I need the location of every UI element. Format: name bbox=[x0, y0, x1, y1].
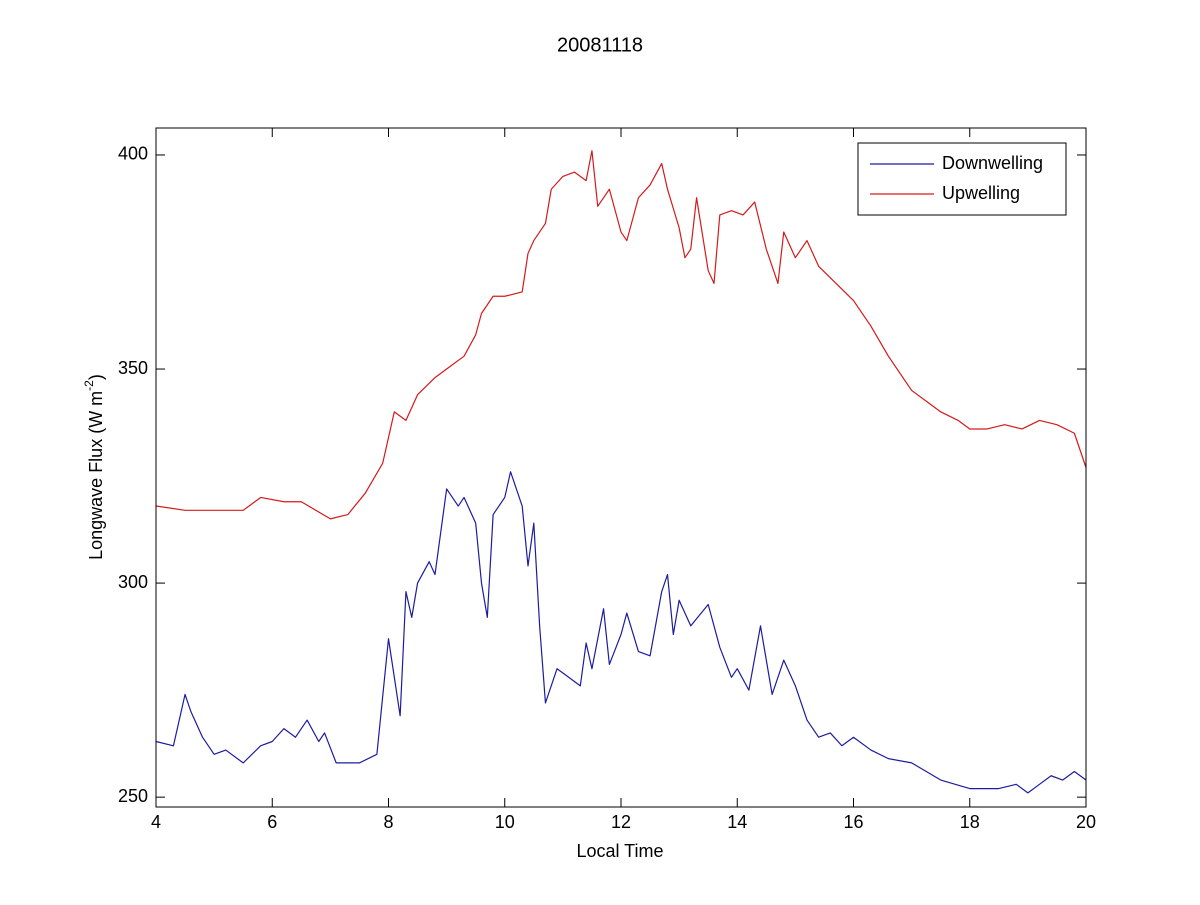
legend-box bbox=[857, 142, 1067, 216]
data-line bbox=[155, 150, 1087, 520]
x-tick-label: 14 bbox=[727, 812, 747, 832]
y-tick-label: 350 bbox=[118, 358, 148, 378]
y-axis-label-suffix: ) bbox=[86, 374, 106, 380]
plot-area bbox=[156, 128, 1086, 807]
x-tick-label: 18 bbox=[960, 812, 980, 832]
y-axis-label: Longwave Flux (W m-2) bbox=[82, 374, 106, 560]
plot-frame bbox=[155, 127, 1087, 808]
chart-title: 20081118 bbox=[557, 34, 643, 56]
data-line bbox=[155, 471, 1087, 794]
y-tick-label: 400 bbox=[118, 144, 148, 164]
x-axis-label: Local Time bbox=[576, 841, 663, 861]
x-tick-label: 10 bbox=[495, 812, 515, 832]
x-tick-label: 12 bbox=[611, 812, 631, 832]
x-tick-label: 4 bbox=[151, 812, 161, 832]
y-tick-label: 300 bbox=[118, 572, 148, 592]
y-axis-label-text: Longwave Flux (W m bbox=[86, 391, 106, 560]
legend-label: Upwelling bbox=[942, 183, 1020, 203]
x-tick-label: 16 bbox=[843, 812, 863, 832]
y-tick-label: 250 bbox=[118, 786, 148, 806]
y-axis-label-superscript: -2 bbox=[82, 380, 96, 391]
x-tick-label: 20 bbox=[1076, 812, 1096, 832]
legend-label: Downwelling bbox=[942, 153, 1043, 173]
x-tick-label: 8 bbox=[383, 812, 393, 832]
x-tick-label: 6 bbox=[267, 812, 277, 832]
